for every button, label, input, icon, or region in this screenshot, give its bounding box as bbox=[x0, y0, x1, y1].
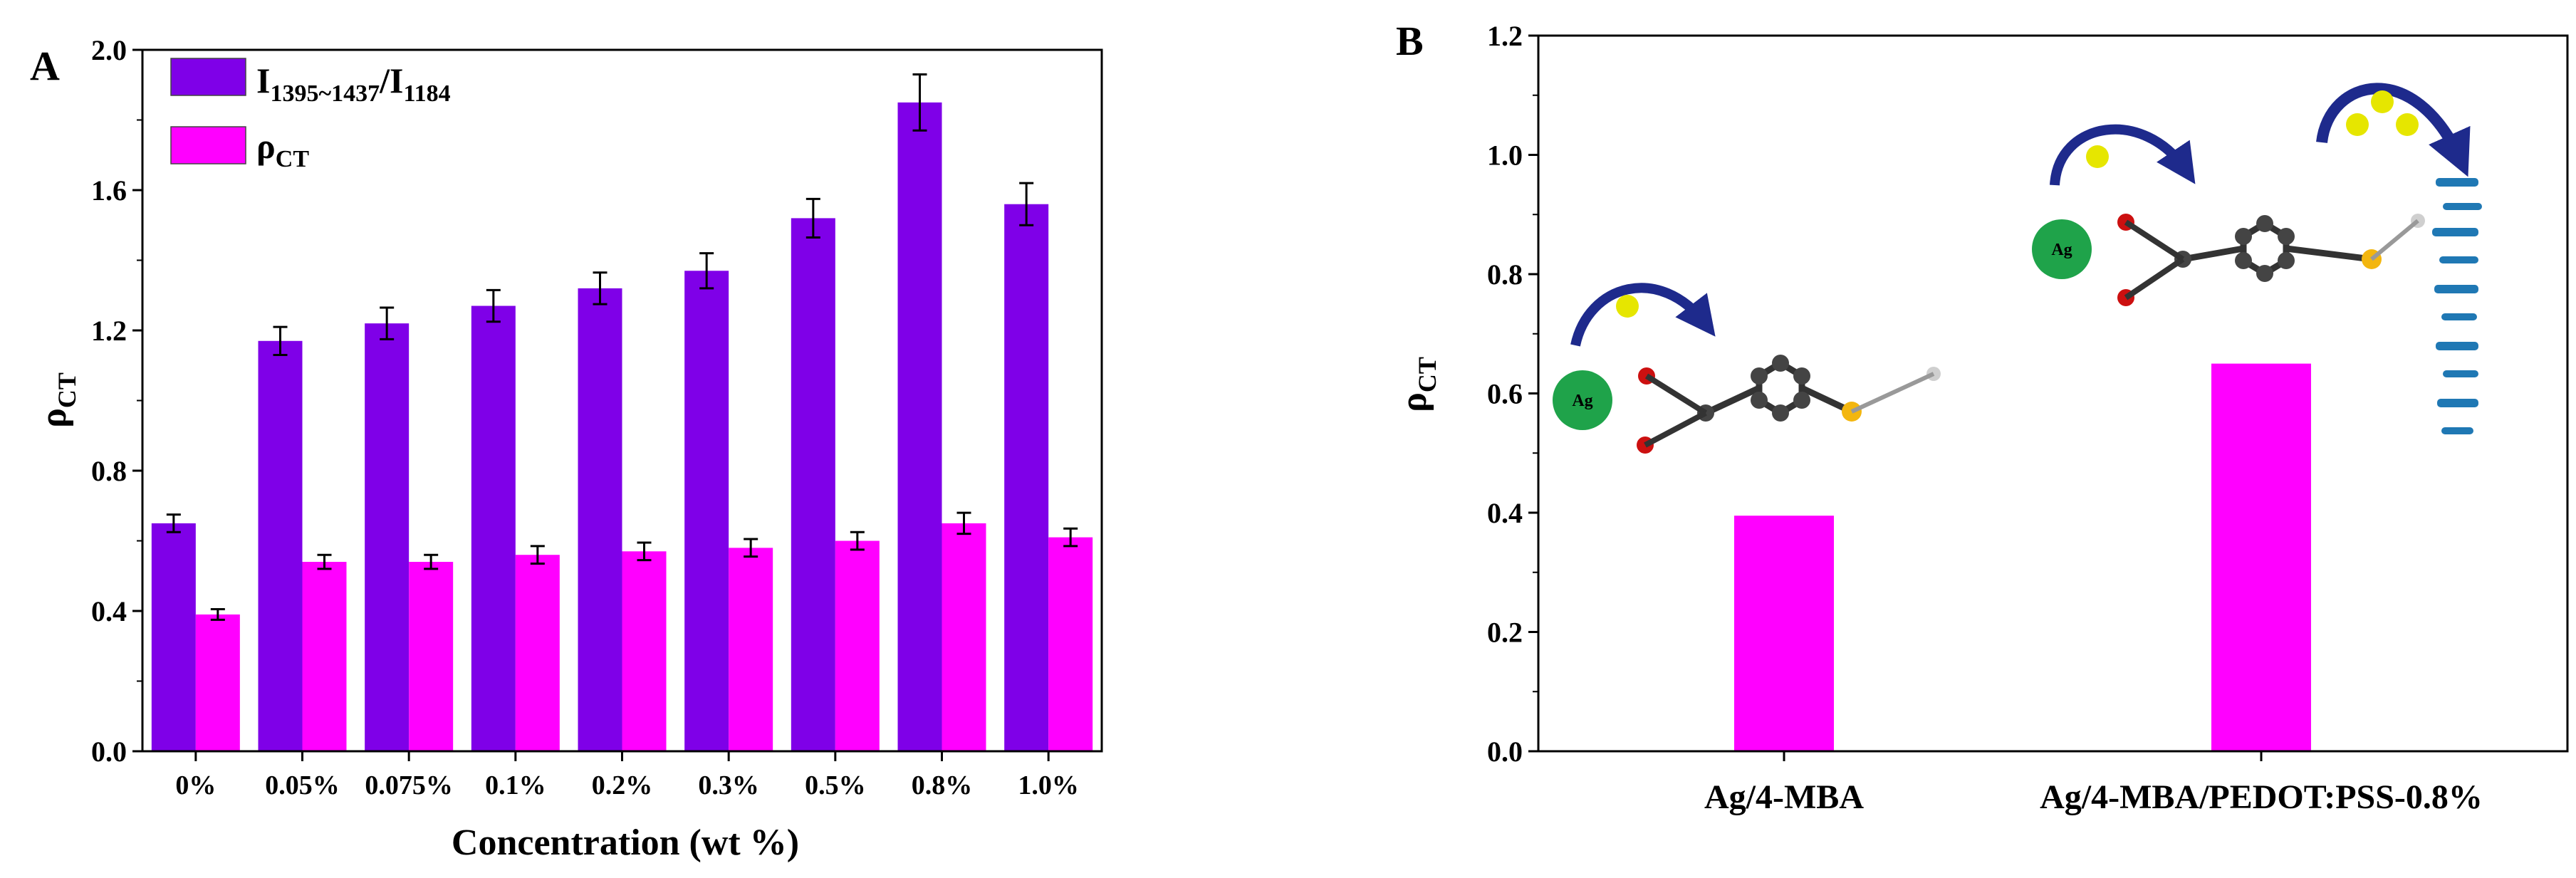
panel-b-ytick-label: 1.2 bbox=[1487, 20, 1523, 52]
ag-atom-label: Ag bbox=[1572, 392, 1592, 410]
panel-a-xtick-label: 0.1% bbox=[485, 770, 546, 800]
panel-b-frame bbox=[1537, 34, 2569, 753]
legend-swatch-rhoct bbox=[170, 126, 246, 164]
panel-a-legend: I1395~1437/I1184 ρCT bbox=[170, 58, 451, 172]
bar-rhoct bbox=[729, 548, 773, 751]
ag-atom bbox=[2032, 219, 2092, 279]
panel-a-xtick-label: 0.05% bbox=[265, 770, 340, 800]
legend-label-ratio: I1395~1437/I1184 bbox=[256, 61, 451, 107]
bar-rhoct bbox=[302, 562, 347, 751]
panel-b-xtick-label: Ag/4-MBA/PEDOT:PSS-0.8% bbox=[2040, 778, 2483, 816]
electron-dot bbox=[1616, 295, 1639, 318]
pedot-pss-chains bbox=[2432, 178, 2482, 434]
bar-rhoct bbox=[2211, 363, 2311, 751]
molecule-illustration-2: Ag bbox=[2032, 83, 2482, 434]
panel-a-ylabel: ρCT bbox=[33, 372, 81, 428]
panel-a-xtick-label: 1.0% bbox=[1018, 770, 1079, 800]
panel-a-ytick-label: 1.2 bbox=[91, 315, 127, 347]
bar-rhoct bbox=[942, 523, 986, 751]
panel-b-label: B bbox=[1396, 18, 1424, 64]
panel-b-ytick-label: 0.8 bbox=[1487, 258, 1523, 291]
panel-b-xtick-label: Ag/4-MBA bbox=[1704, 778, 1864, 816]
ag-atom bbox=[1553, 370, 1612, 430]
panel-a-ytick-label: 0.4 bbox=[91, 595, 127, 627]
legend-label-rhoct: ρCT bbox=[256, 126, 309, 172]
bar-rhoct bbox=[622, 551, 667, 751]
electron-transfer-arrow-1 bbox=[1570, 283, 1716, 347]
bar-rhoct bbox=[1734, 516, 1834, 751]
bar-ratio bbox=[897, 102, 942, 751]
panel-b-ylabel: ρCT bbox=[1394, 357, 1441, 412]
bar-ratio bbox=[471, 305, 516, 751]
bar-ratio bbox=[791, 218, 835, 751]
panel-a-plot: 0.0 0.4 0.8 1.2 1.6 2.0 0% 0.05% 0.075% 0.1% 0.2% 0… bbox=[91, 34, 1093, 800]
panel-a-ytick-label: 2.0 bbox=[91, 34, 127, 66]
panel-a-ytick-label: 0.8 bbox=[91, 455, 127, 487]
bar-rhoct bbox=[409, 562, 454, 751]
panel-b-ytick-label: 0.6 bbox=[1487, 378, 1523, 410]
panel-a-xlabel: Concentration (wt %) bbox=[452, 822, 799, 863]
panel-b-ytick-label: 0.4 bbox=[1487, 497, 1523, 529]
panel-a: A 0.0 0.4 0.8 1.2 1.6 2.0 0% 0.05% 0.075% 0.1% 0.2… bbox=[30, 34, 1103, 863]
electron-dot bbox=[2086, 145, 2109, 168]
panel-a-xtick-label: 0.8% bbox=[912, 770, 973, 800]
bar-rhoct bbox=[515, 555, 560, 751]
panel-a-frame bbox=[141, 48, 1103, 753]
panel-a-label: A bbox=[30, 43, 60, 89]
bar-rhoct bbox=[835, 540, 880, 751]
panel-a-ytick-label: 1.6 bbox=[91, 174, 127, 207]
bar-ratio bbox=[258, 340, 303, 751]
electron-transfer-arrow-3 bbox=[2316, 83, 2471, 177]
bar-ratio bbox=[365, 323, 410, 751]
bar-ratio bbox=[151, 523, 196, 751]
molecule-illustration-1: Ag bbox=[1553, 283, 1941, 454]
panel-a-xtick-label: 0.3% bbox=[698, 770, 759, 800]
panel-a-xtick-label: 0.2% bbox=[592, 770, 653, 800]
panel-a-xtick-label: 0.075% bbox=[365, 770, 453, 800]
legend-swatch-ratio bbox=[170, 58, 246, 96]
panel-b-ytick-label: 1.0 bbox=[1487, 140, 1523, 172]
panel-a-xtick-label: 0% bbox=[175, 770, 216, 800]
bar-ratio bbox=[684, 271, 729, 751]
electron-transfer-arrow-2 bbox=[2050, 124, 2196, 186]
bar-rhoct bbox=[1048, 537, 1093, 751]
bar-ratio bbox=[578, 288, 622, 751]
bar-ratio bbox=[1004, 204, 1049, 751]
panel-a-xtick-label: 0.5% bbox=[805, 770, 866, 800]
panel-b-ytick-label: 0.0 bbox=[1487, 736, 1523, 768]
panel-b-plot: 0.0 0.2 0.4 0.6 0.8 1.0 1.2 Ag/4-MBA Ag/4-MBA/PE… bbox=[1487, 20, 2483, 816]
panel-b: B 0.0 0.2 0.4 0.6 0.8 1.0 1.2 Ag/4-MBA Ag/4-MBA/… bbox=[1394, 18, 2569, 816]
ag-atom-label: Ag bbox=[2051, 241, 2072, 259]
panel-a-ytick-label: 0.0 bbox=[91, 736, 127, 768]
bar-rhoct bbox=[195, 614, 240, 751]
panel-b-ytick-label: 0.2 bbox=[1487, 617, 1523, 649]
